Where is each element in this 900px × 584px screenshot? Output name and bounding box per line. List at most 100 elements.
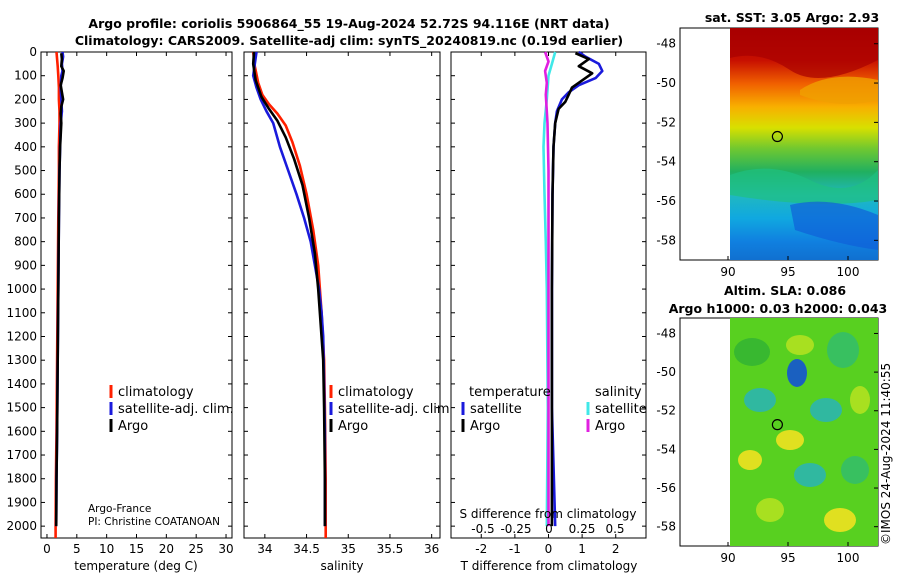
y-tick-label: 1000: [6, 282, 37, 296]
x-tick-label: -1: [509, 542, 521, 556]
sst-orange-patch: [800, 76, 878, 104]
legend-label-climatology: climatology: [338, 385, 414, 400]
map-y-tick-label: -54: [656, 155, 676, 169]
y-tick-label: 1600: [6, 424, 37, 438]
sst-map-title: sat. SST: 3.05 Argo: 2.93: [705, 10, 879, 25]
legend-title-temperature: temperature: [469, 385, 551, 400]
title-line-2: Climatology: CARS2009. Satellite-adj cli…: [75, 33, 623, 49]
x-tick-label: 15: [129, 542, 144, 556]
y-tick-label: 100: [14, 69, 37, 83]
secondary-tick-label: -0.25: [500, 522, 531, 536]
x-tick-label: 35.5: [377, 542, 404, 556]
sst-map: sat. SST: 3.05 Argo: 2.93 -48 -50 -52 -54 -5…: [656, 10, 879, 279]
x-tick-label: 0: [43, 542, 51, 556]
y-tick-label: 1300: [6, 353, 37, 367]
map-y-tick-label: -48: [656, 37, 676, 51]
sla-blob: [776, 430, 804, 450]
map-x-tick-label: 90: [720, 551, 735, 565]
x-tick-label: 1: [578, 542, 586, 556]
legend-label-climatology: climatology: [118, 385, 194, 400]
y-tick-label: 1500: [6, 401, 37, 415]
temperature-legend: climatology satellite-adj. clim. Argo: [109, 385, 234, 434]
y-tick-label: 700: [14, 211, 37, 225]
x-tick-label: 35: [341, 542, 356, 556]
secondary-tick-label: 0: [545, 522, 553, 536]
map-y-tick-label: -56: [656, 194, 676, 208]
sst-blue-patch: [790, 201, 878, 250]
difference-panel: -2 -1 0 1 2 T difference from climatology S …: [450, 50, 647, 573]
y-tick-label: 200: [14, 92, 37, 106]
imos-stamp: ©IMOS 24-Aug-2024 11:40:55: [879, 363, 893, 545]
x-tick-label: 10: [99, 542, 114, 556]
y-tick-label: 300: [14, 116, 37, 130]
secondary-tick-label: 0.25: [569, 522, 596, 536]
legend-label-t-argo: Argo: [470, 419, 500, 434]
x-tick-label: 25: [189, 542, 204, 556]
sla-blob: [824, 508, 856, 532]
legend-label-s-argo: Argo: [595, 419, 625, 434]
sla-map-title-2: Argo h1000: 0.03 h2000: 0.043: [669, 301, 888, 316]
legend-label-argo: Argo: [118, 419, 148, 434]
annotation-line-1: Argo-France: [88, 503, 151, 515]
legend-title-salinity: salinity: [595, 385, 642, 400]
map-x-tick-label: 90: [720, 265, 735, 279]
temperature-axes-box: [40, 51, 233, 539]
x-tick-label: 30: [218, 542, 233, 556]
x-tick-label: 34: [257, 542, 272, 556]
x-tick-label: 20: [159, 542, 174, 556]
y-tick-label: 500: [14, 164, 37, 178]
sla-blob: [841, 456, 869, 484]
series-line-argo: [54, 53, 65, 527]
salinity-panel: 34 34.5 35 35.5 36 salinity climatology sate…: [243, 51, 454, 573]
annotation-line-2: PI: Christine COATANOAN: [88, 516, 220, 528]
legend-label-t-satellite: satellite: [470, 402, 522, 417]
secondary-tick-label: 0.5: [605, 522, 624, 536]
sla-blob: [756, 498, 784, 522]
x-tick-label: 5: [73, 542, 81, 556]
y-tick-label: 900: [14, 258, 37, 272]
legend-label-satellite-adj: satellite-adj. clim.: [118, 402, 234, 417]
y-tick-label: 800: [14, 235, 37, 249]
sla-blob: [850, 386, 870, 414]
difference-secondary-xlabel: S difference from climatology: [460, 507, 637, 521]
map-y-tick-label: -52: [656, 115, 676, 129]
sla-map-title-1: Altim. SLA: 0.086: [724, 283, 846, 298]
series-line-t-argo: [550, 52, 594, 527]
argo-location-marker: [771, 130, 783, 143]
temperature-xlabel: temperature (deg C): [74, 559, 197, 573]
x-tick-label: -2: [475, 542, 487, 556]
series-line-s-satellite: [542, 51, 557, 527]
legend-label-satellite-adj: satellite-adj. clim.: [338, 402, 454, 417]
y-tick-label: 1200: [6, 329, 37, 343]
y-tick-label: 1700: [6, 448, 37, 462]
sla-blob: [810, 398, 842, 422]
secondary-tick-label: -0.5: [471, 522, 494, 536]
map-x-tick-label: 100: [837, 551, 860, 565]
sla-map: Altim. SLA: 0.086 Argo h1000: 0.03 h2000…: [656, 283, 887, 565]
map-x-tick-label: 95: [780, 551, 795, 565]
sla-blob: [794, 463, 826, 487]
sla-blob: [786, 335, 814, 355]
map-y-tick-label: -58: [656, 233, 676, 247]
x-tick-label: 36: [424, 542, 439, 556]
map-y-tick-label: -52: [656, 404, 676, 418]
sla-blob: [734, 338, 770, 366]
sla-blob: [738, 450, 762, 470]
x-tick-label: 34.5: [293, 542, 320, 556]
y-tick-label: 1900: [6, 495, 37, 509]
map-y-tick-label: -58: [656, 520, 676, 534]
y-tick-label: 0: [29, 45, 37, 59]
difference-legend: temperature satellite Argo salinity sate…: [461, 385, 647, 434]
map-y-tick-label: -54: [656, 442, 676, 456]
map-x-tick-label: 95: [780, 265, 795, 279]
difference-xlabel: T difference from climatology: [460, 559, 638, 573]
legend-label-argo: Argo: [338, 419, 368, 434]
series-line-argo: [251, 51, 327, 527]
map-y-tick-label: -50: [656, 76, 676, 90]
x-tick-label: 2: [612, 542, 620, 556]
y-tick-label: 400: [14, 140, 37, 154]
y-tick-label: 1100: [6, 306, 37, 320]
sla-blob: [827, 332, 859, 368]
map-y-tick-label: -56: [656, 481, 676, 495]
argo-location-marker: [771, 419, 783, 431]
